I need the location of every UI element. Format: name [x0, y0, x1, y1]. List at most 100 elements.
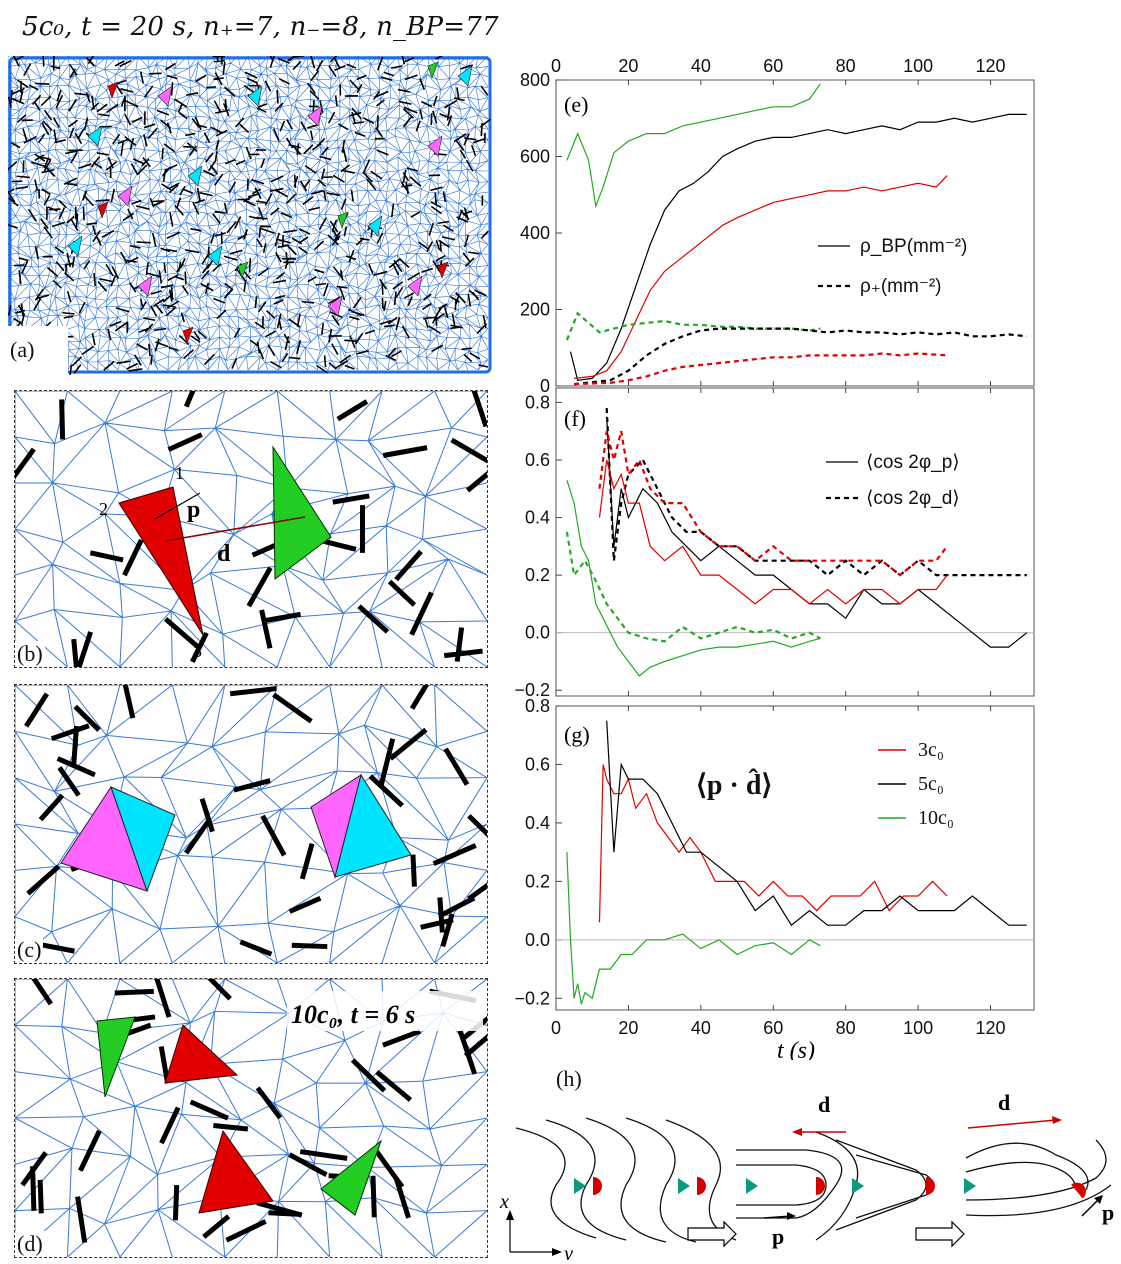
series-line — [565, 311, 821, 341]
mesh-defect — [407, 275, 423, 297]
h-d-label-2: d — [998, 1090, 1010, 1115]
panel-a-mesh: (a) — [3, 49, 492, 376]
series-line — [605, 408, 1027, 577]
panel-a-label: (a) — [8, 337, 37, 363]
mesh-defect — [182, 326, 194, 344]
series-line — [565, 531, 821, 643]
mesh-defect — [137, 275, 153, 297]
defect-triangle-minus — [118, 486, 204, 636]
series-line — [574, 352, 948, 386]
y-tick-label: 600 — [520, 147, 550, 167]
panel-c-svg — [15, 685, 487, 963]
defect-markers — [574, 1177, 1086, 1199]
h-p-label-2: p — [1102, 1200, 1114, 1225]
vertex-3-label: 3 — [193, 641, 202, 661]
defect-red-1 — [164, 1024, 239, 1084]
defect-triangle-plus — [272, 445, 332, 580]
mesh-defect — [117, 185, 133, 207]
y-tick-label: 0 — [540, 376, 550, 396]
defect-red-2 — [198, 1129, 274, 1214]
x-tick-label-top: 80 — [836, 56, 856, 76]
y-tick-label: 0.0 — [525, 930, 550, 950]
x-axis-label: t (s) — [777, 1038, 815, 1060]
x-tick-label: 80 — [836, 1018, 856, 1038]
mesh-defect — [307, 105, 323, 127]
x-tick-label-top: 100 — [903, 56, 933, 76]
panel-d-caption: 10c₀, t = 6 s — [291, 1000, 415, 1029]
series-line — [573, 327, 1027, 386]
mesh-defect — [207, 245, 223, 267]
x-tick-label-top: 0 — [551, 56, 561, 76]
y-tick-label: 0.6 — [525, 754, 550, 774]
chart-frame — [555, 705, 1035, 1011]
y-tick-label: 0.8 — [525, 696, 550, 716]
panel-b-svg: 1 2 3 p d — [15, 391, 487, 667]
mesh-defect — [327, 295, 343, 317]
p-vector — [154, 492, 201, 520]
x-tick-label-top: 20 — [618, 56, 638, 76]
series-line — [598, 430, 948, 577]
p-label: p — [187, 497, 200, 523]
panel-c: (c) — [14, 684, 488, 964]
mesh-defect — [337, 211, 349, 229]
y-tick-label: 0.2 — [525, 565, 550, 585]
chart-g: −0.2 0.0 0.2 0.4 0.6 0.8 0 20 40 60 80 100 120 t (s) (… — [514, 696, 1035, 1060]
y-tick-label: 0.2 — [525, 871, 550, 891]
panel-d: 10c₀, t = 6 s (d) — [14, 978, 488, 1258]
x-tick-label: 40 — [691, 1018, 711, 1038]
y-tick-label: 0.8 — [525, 392, 550, 412]
defect-green-2 — [320, 1139, 383, 1216]
h-d-label-1: d — [818, 1092, 830, 1117]
y-tick-label: 0.6 — [525, 450, 550, 470]
panel-e-label: (e) — [564, 92, 588, 117]
particle-rods — [15, 391, 487, 667]
panel-d-label: (d) — [15, 1231, 45, 1257]
legend-label: ⟨cos 2φ_d⟩ — [866, 488, 960, 509]
panel-d-svg: 10c₀, t = 6 s — [15, 979, 487, 1257]
panel-h-svg: d d p p x y — [499, 1090, 1114, 1264]
h-arrow-2 — [915, 1220, 965, 1248]
h-arrow-1 — [687, 1220, 737, 1248]
y-tick-label: −0.2 — [514, 988, 550, 1008]
x-tick-label: 120 — [976, 1018, 1006, 1038]
panel-a-mesh-svg — [3, 49, 492, 376]
panel-c-label: (c) — [15, 937, 44, 963]
panel-b: 1 2 3 p d (b) — [14, 390, 488, 668]
x-tick-label: 20 — [618, 1018, 638, 1038]
chart-frame — [555, 387, 1035, 697]
y-tick-label: 0.0 — [525, 623, 550, 643]
defect-cyan-right — [334, 773, 412, 878]
series-line — [598, 459, 948, 605]
panel-h: (h) — [496, 1060, 1121, 1264]
x-tick-label: 0 — [551, 1018, 561, 1038]
legend-label: 10c₀ — [918, 807, 954, 829]
legend-label: ρ₊(mm⁻²) — [860, 276, 942, 297]
mesh-defect — [187, 165, 203, 187]
panel-f-label: (f) — [564, 406, 586, 431]
legend-label: 5c₀ — [918, 773, 944, 795]
series-line — [606, 416, 1028, 648]
page-title: 5c₀, t = 20 s, n₊=7, n₋=8, n_BP=77 — [22, 12, 499, 42]
legend-label: ρ_BP(mm⁻²) — [860, 236, 967, 257]
mesh-defect — [157, 85, 173, 107]
h-y-axis-label: y — [562, 1243, 573, 1260]
x-tick-label-top: 120 — [976, 56, 1006, 76]
particle-rods — [20, 979, 487, 1243]
panel-h-label: (h) — [554, 1066, 584, 1092]
p-dot-d-annotation: ⟨p · d̂⟩ — [696, 769, 772, 801]
y-tick-label: 0.4 — [525, 508, 550, 528]
legend-label: 3c₀ — [918, 739, 944, 761]
mesh-defect — [457, 65, 473, 87]
y-tick-label: 0.4 — [525, 813, 550, 833]
chart-f: −0.2 0.0 0.2 0.4 0.6 0.8 (f) ⟨cos 2φ_p⟩ ⟨cos 2φ_… — [514, 387, 1035, 700]
series-line — [606, 720, 1027, 927]
particle-rods — [24, 685, 487, 957]
y-tick-label: 800 — [520, 70, 550, 90]
h-x-axis-label: x — [499, 1191, 509, 1213]
y-tick-label: 200 — [520, 300, 550, 320]
mesh-defect — [237, 261, 249, 279]
series-line — [566, 479, 821, 677]
mesh-edges — [15, 685, 487, 963]
